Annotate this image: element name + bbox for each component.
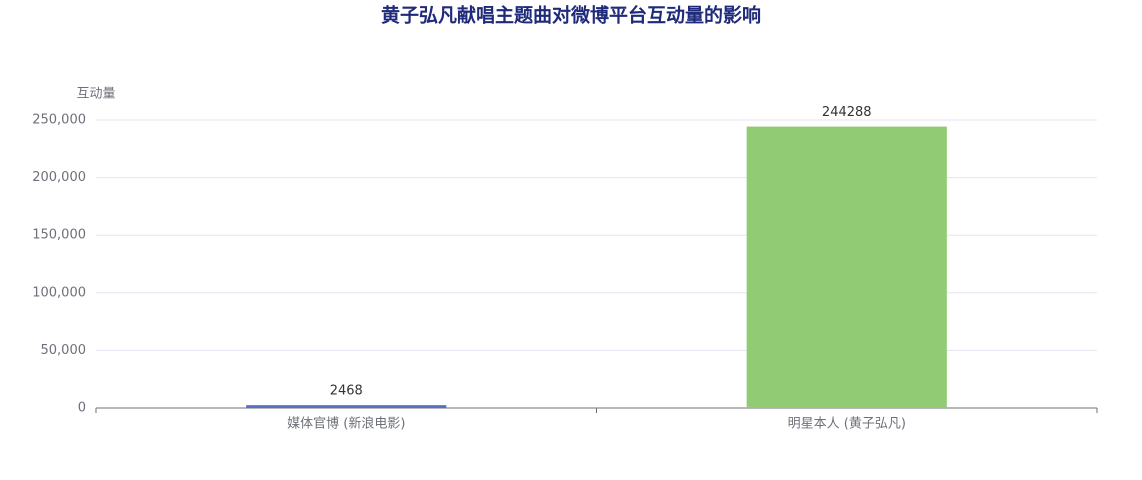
- y-tick-label: 200,000: [32, 170, 86, 185]
- y-tick-label: 50,000: [41, 343, 87, 358]
- chart-title: 黄子弘凡献唱主题曲对微博平台互动量的影响: [381, 4, 761, 27]
- y-tick-label: 150,000: [32, 228, 86, 243]
- x-tick-label: 媒体官博 (新浪电影): [287, 416, 405, 432]
- data-label: 244288: [822, 105, 872, 120]
- x-tick-label: 明星本人 (黄子弘凡): [788, 417, 906, 432]
- y-tick-label: 250,000: [32, 113, 86, 128]
- y-tick-label: 0: [78, 401, 86, 416]
- y-tick-label: 100,000: [32, 285, 86, 300]
- y-axis-title: 互动量: [76, 87, 115, 102]
- data-label: 2468: [330, 384, 363, 399]
- bar: [246, 405, 447, 408]
- bar: [746, 126, 947, 408]
